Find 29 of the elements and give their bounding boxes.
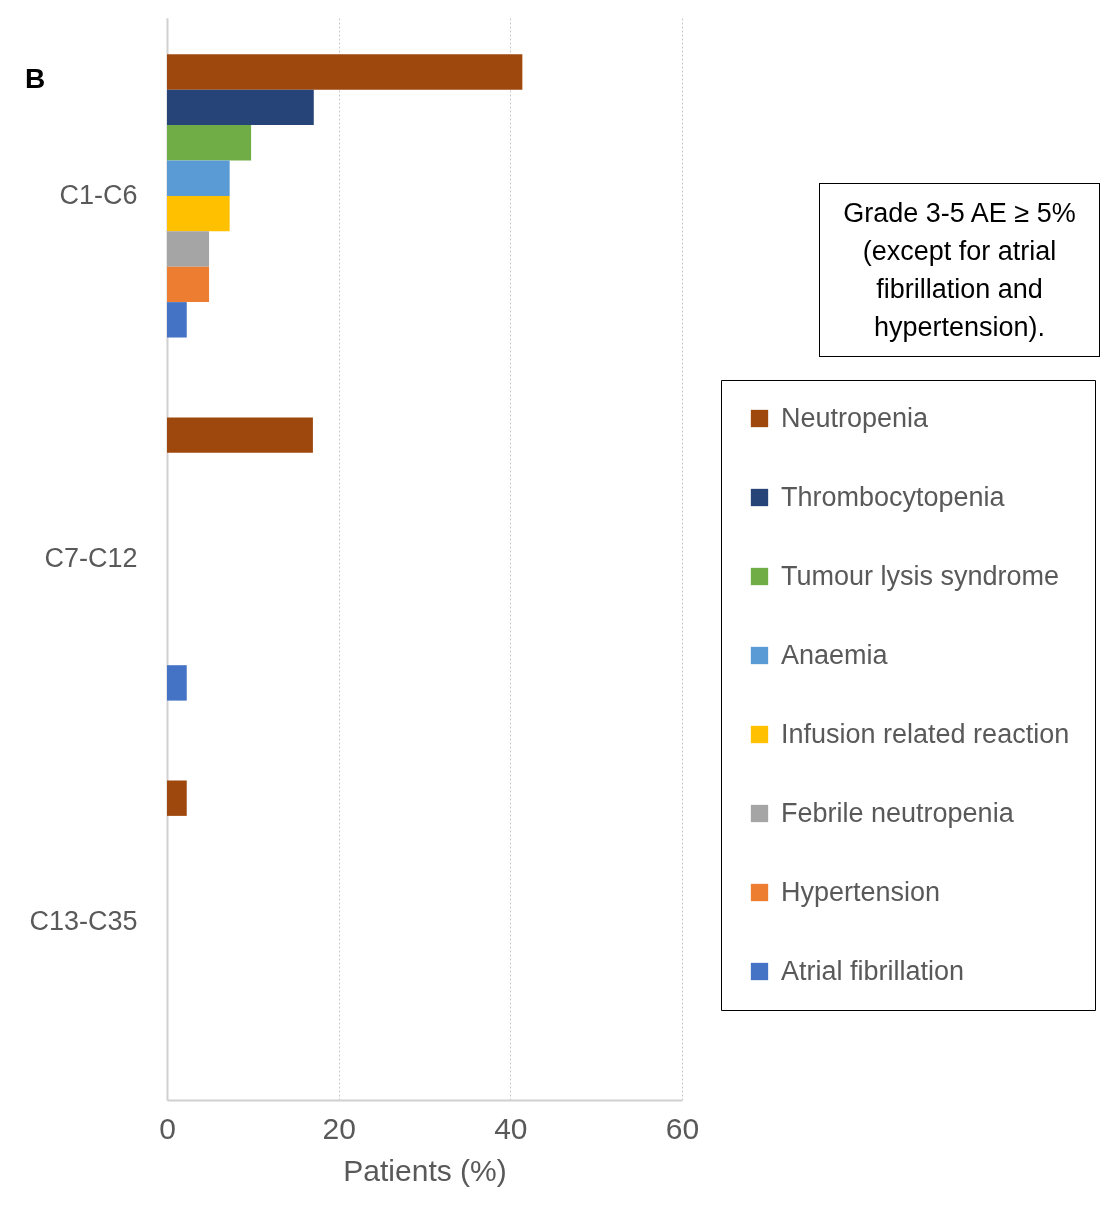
y-tick-label: C7-C12: [44, 543, 138, 573]
bar: [167, 780, 187, 816]
legend-label: Neutropenia: [781, 402, 930, 433]
text: B: [25, 63, 46, 94]
x-tick-label: 20: [322, 1111, 356, 1145]
legend-label: Atrial fibrillation: [781, 955, 965, 986]
bar: [167, 266, 210, 303]
bar: [167, 160, 230, 196]
y-tick-label: C1-C6: [59, 179, 138, 210]
bar: [167, 231, 210, 267]
x-axis-title: Patients (%): [343, 1153, 507, 1187]
x-tick-label: 60: [665, 1111, 700, 1145]
bar: [167, 665, 187, 701]
legend-label: Tumour lysis syndrome: [781, 560, 1060, 591]
bar: [167, 89, 314, 126]
bar: [167, 195, 230, 232]
y-tick-label: C13-C35: [29, 906, 138, 937]
legend-label: Infusion related reaction: [781, 718, 1070, 749]
text: Grade 3-5 AE ≥ 5% (except for atrial fibrillation and hypertension).: [819, 183, 1100, 357]
legend-label: Hypertension: [781, 876, 941, 907]
legend-label: Thrombocytopenia: [781, 481, 1006, 512]
bar: [167, 54, 523, 90]
legend-label: Anaemia: [781, 639, 889, 670]
bar: [167, 125, 252, 161]
bar: [167, 417, 313, 453]
legend-label: Febrile neutropenia: [781, 797, 1015, 828]
bar: [167, 302, 187, 338]
x-tick-label: 40: [494, 1111, 528, 1145]
x-tick-label: 0: [159, 1111, 176, 1145]
